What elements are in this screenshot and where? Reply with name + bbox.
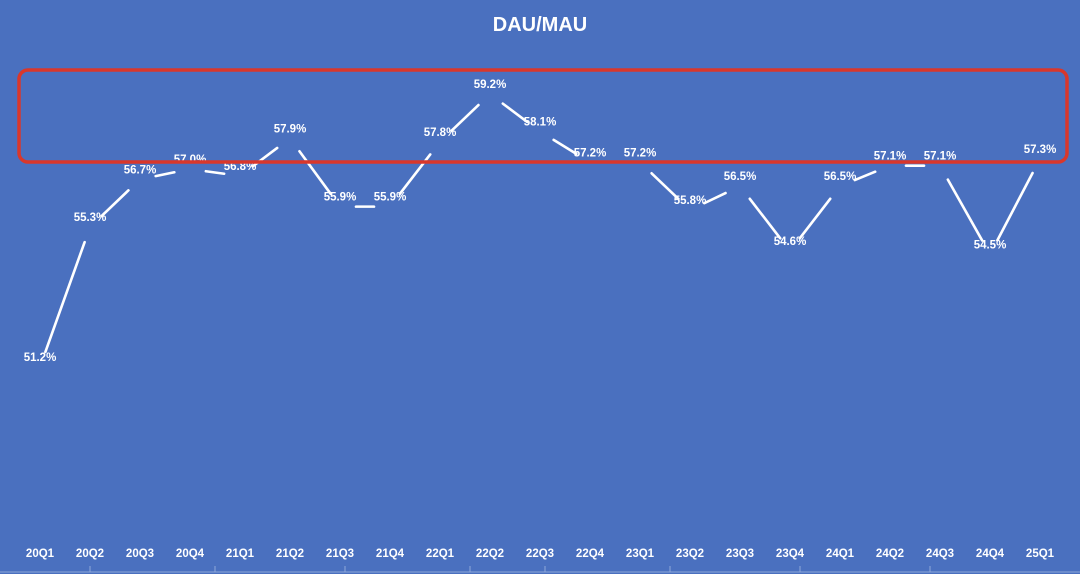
line-segment-23Q4-24Q1: [798, 197, 832, 240]
x-tick-20Q2: 20Q2: [76, 548, 104, 560]
data-label-23Q4: 54.6%: [774, 236, 807, 248]
data-label-21Q2: 57.9%: [274, 123, 307, 135]
data-label-20Q1: 51.2%: [24, 352, 57, 364]
x-axis-ticks: [89, 566, 931, 572]
line-segment-23Q2-23Q3: [703, 191, 727, 205]
x-tick-21Q3: 21Q3: [326, 548, 354, 560]
x-tick-labels: 20Q1 20Q2 20Q3 20Q4 21Q1 21Q2 21Q3 21Q4 22Q1 22Q2…: [26, 548, 1055, 560]
data-label-22Q4: 57.2%: [574, 147, 607, 159]
line-segment-20Q2-20Q3: [100, 189, 130, 218]
x-tick-22Q3: 22Q3: [526, 548, 554, 560]
series-line: [44, 102, 1034, 354]
x-tick-20Q3: 20Q3: [126, 548, 154, 560]
line-segment-22Q2-22Q3: [501, 102, 529, 124]
line-segment-24Q4-25Q1: [996, 171, 1034, 242]
data-label-25Q1: 57.3%: [1024, 144, 1057, 156]
x-tick-23Q2: 23Q2: [676, 548, 704, 560]
x-tick-25Q1: 25Q1: [1026, 548, 1055, 560]
x-tick-22Q1: 22Q1: [426, 548, 455, 560]
line-segment-20Q3-20Q4: [154, 170, 176, 178]
data-label-24Q2: 57.1%: [874, 151, 907, 163]
x-tick-23Q1: 23Q1: [626, 548, 655, 560]
x-tick-21Q1: 21Q1: [226, 548, 255, 560]
data-label-23Q3: 56.5%: [724, 171, 757, 183]
line-segment-23Q3-23Q4: [748, 197, 782, 240]
data-label-21Q3: 55.9%: [324, 192, 357, 204]
x-tick-20Q4: 20Q4: [176, 548, 205, 560]
line-segment-24Q3-24Q4: [946, 178, 984, 242]
line-segment-22Q3-22Q4: [552, 138, 578, 156]
line-segment-23Q1-23Q2: [650, 172, 680, 201]
data-label-24Q4: 54.5%: [974, 239, 1007, 251]
x-tick-24Q3: 24Q3: [926, 548, 954, 560]
data-labels: 51.2% 55.3% 56.7% 57.0% 56.8% 57.9% 55.9% 55.9%…: [24, 79, 1057, 364]
x-tick-24Q2: 24Q2: [876, 548, 904, 560]
x-tick-20Q1: 20Q1: [26, 548, 55, 560]
x-tick-24Q1: 24Q1: [826, 548, 855, 560]
x-tick-22Q2: 22Q2: [476, 548, 504, 560]
data-label-23Q2: 55.8%: [674, 195, 707, 207]
highlight-box: [17, 68, 1069, 164]
data-label-24Q3: 57.1%: [924, 151, 957, 163]
x-tick-21Q2: 21Q2: [276, 548, 304, 560]
chart-title: DAU/MAU: [493, 14, 587, 36]
x-tick-21Q4: 21Q4: [376, 548, 405, 560]
data-label-20Q4: 57.0%: [174, 154, 207, 166]
data-label-24Q1: 56.5%: [824, 171, 857, 183]
line-segment-24Q1-24Q2: [853, 170, 877, 182]
line-segment-21Q2-21Q3: [298, 149, 332, 196]
x-tick-22Q4: 22Q4: [576, 548, 605, 560]
x-tick-23Q3: 23Q3: [726, 548, 754, 560]
data-label-23Q1: 57.2%: [624, 147, 657, 159]
x-tick-23Q4: 23Q4: [776, 548, 805, 560]
data-label-21Q4: 55.9%: [374, 192, 407, 204]
data-label-20Q3: 56.7%: [124, 164, 157, 176]
x-tick-24Q4: 24Q4: [976, 548, 1005, 560]
data-label-22Q1: 57.8%: [424, 127, 457, 139]
line-segment-20Q4-21Q1: [204, 169, 226, 176]
line-segment-20Q1-20Q2: [44, 240, 86, 354]
line-segment-22Q1-22Q2: [450, 103, 480, 133]
data-label-22Q3: 58.1%: [524, 117, 557, 129]
data-label-21Q1: 56.8%: [224, 161, 257, 173]
data-label-22Q2: 59.2%: [474, 79, 507, 91]
data-label-20Q2: 55.3%: [74, 212, 107, 224]
drop-lines: [39, 94, 1041, 512]
